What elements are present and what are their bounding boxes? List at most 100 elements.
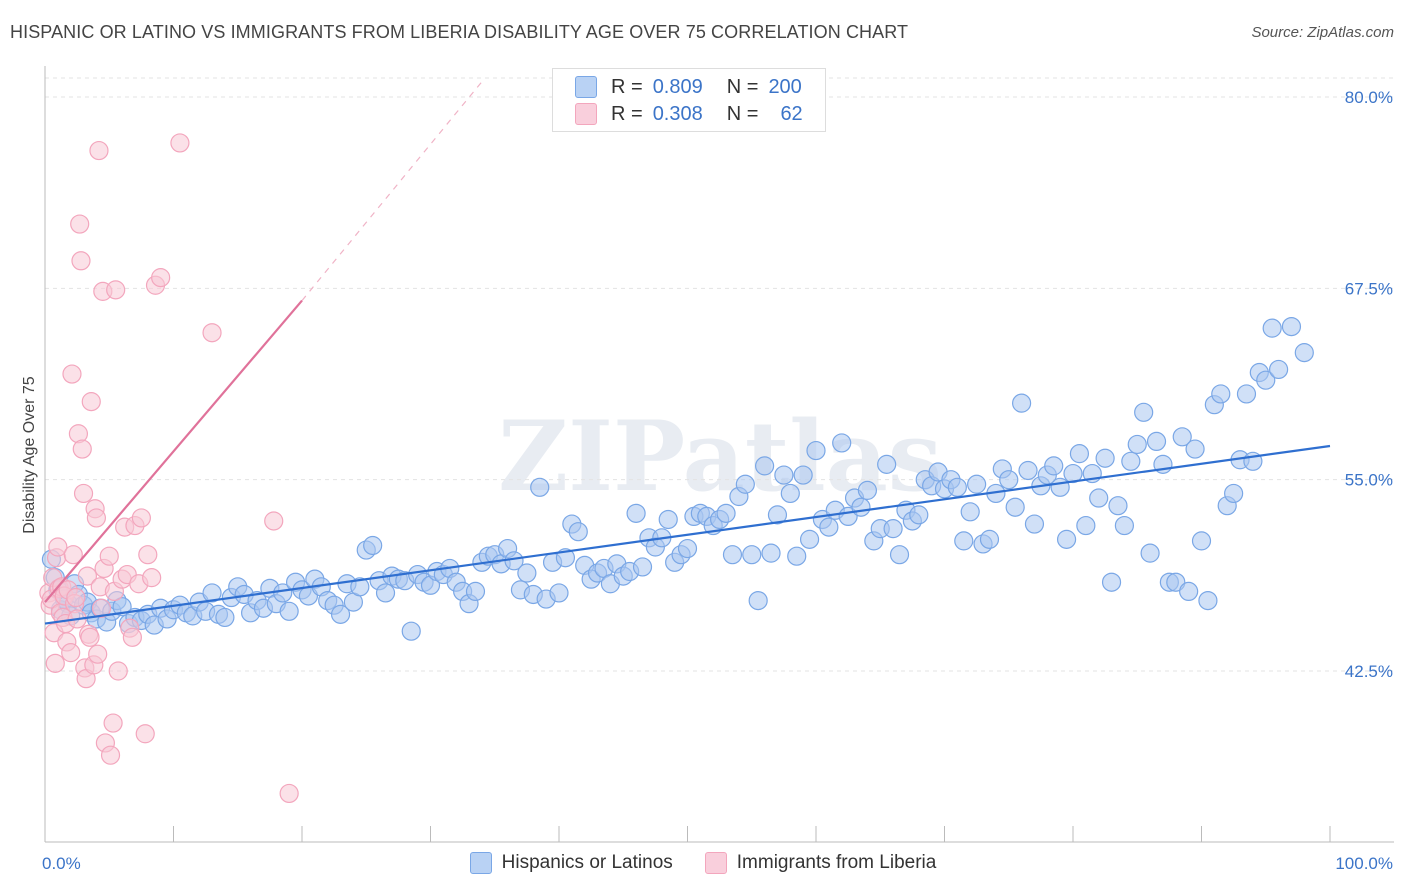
data-point-hispanic	[742, 545, 762, 565]
data-point-liberia	[89, 140, 109, 161]
data-point-hispanic	[1050, 477, 1070, 497]
trend-line-liberia-extension	[301, 81, 483, 301]
data-point-hispanic	[947, 477, 967, 497]
data-point-liberia	[122, 627, 142, 647]
data-point-hispanic	[1011, 393, 1032, 413]
data-point-liberia	[66, 587, 86, 608]
data-point-hispanic	[806, 440, 826, 461]
legend-r-label: R =	[611, 102, 643, 125]
data-point-hispanic	[954, 531, 974, 551]
data-point-hispanic	[530, 477, 550, 497]
data-point-hispanic	[909, 505, 929, 525]
data-point-liberia	[70, 214, 90, 234]
data-point-hispanic	[465, 581, 486, 602]
trend-line-liberia	[44, 299, 303, 603]
data-point-liberia	[71, 251, 91, 271]
legend-swatch-blue	[469, 852, 492, 874]
series-legend: Hispanics or Latinos Immigrants from Lib…	[0, 852, 1406, 874]
data-point-liberia	[45, 653, 65, 673]
y-tick-label: 42.5%	[1345, 662, 1393, 681]
data-point-hispanic	[375, 583, 396, 603]
data-point-liberia	[106, 280, 126, 300]
data-point-hispanic	[1108, 496, 1128, 516]
data-point-liberia	[131, 508, 151, 528]
data-point-hispanic	[1179, 581, 1199, 602]
data-point-liberia	[99, 546, 119, 566]
data-point-hispanic	[1281, 317, 1302, 337]
data-point-hispanic	[883, 519, 903, 539]
data-point-hispanic	[350, 577, 370, 597]
legend-r-value: 0.809	[652, 75, 703, 98]
data-point-hispanic	[1044, 456, 1064, 476]
data-point-liberia	[62, 364, 82, 384]
data-point-hispanic	[1018, 460, 1038, 481]
data-point-hispanic	[517, 563, 537, 583]
chart-title: HISPANIC OR LATINO VS IMMIGRANTS FROM LI…	[10, 22, 909, 42]
data-point-liberia	[91, 598, 112, 618]
data-point-hispanic	[1262, 318, 1282, 338]
data-point-hispanic	[1268, 359, 1289, 380]
data-point-hispanic	[1198, 590, 1218, 611]
data-point-hispanic	[401, 621, 421, 641]
data-point-hispanic	[967, 474, 987, 494]
data-point-hispanic	[979, 529, 1000, 549]
data-point-liberia	[138, 545, 158, 565]
data-point-hispanic	[1005, 497, 1025, 517]
data-point-liberia	[170, 133, 190, 153]
data-point-hispanic	[549, 583, 569, 603]
data-point-hispanic	[1140, 543, 1160, 563]
data-point-hispanic	[1134, 402, 1154, 422]
legend-n-value: 200	[768, 75, 802, 98]
data-point-hispanic	[774, 465, 794, 485]
watermark: ZIPatlas	[498, 400, 942, 513]
legend-item-label: Immigrants from Liberia	[736, 852, 937, 873]
data-point-liberia	[81, 392, 101, 412]
data-point-hispanic	[960, 502, 980, 522]
data-point-liberia	[279, 783, 299, 804]
legend-swatch-blue	[575, 76, 597, 98]
data-point-hispanic	[722, 545, 743, 565]
legend-n-label: N =	[726, 102, 759, 125]
data-point-hispanic	[819, 517, 839, 537]
legend-item-liberia[interactable]: Immigrants from Liberia	[704, 852, 937, 874]
data-point-hispanic	[1076, 515, 1096, 536]
data-point-hispanic	[754, 456, 775, 476]
data-point-hispanic	[851, 497, 871, 517]
data-point-hispanic	[1114, 515, 1135, 536]
data-point-hispanic	[1069, 444, 1090, 464]
data-point-hispanic	[1224, 483, 1244, 504]
data-point-liberia	[48, 537, 68, 557]
data-point-liberia	[142, 568, 162, 588]
data-point-hispanic	[1095, 448, 1115, 468]
data-point-hispanic	[363, 535, 383, 556]
legend-item-hispanics[interactable]: Hispanics or Latinos	[469, 852, 673, 874]
data-point-hispanic	[857, 480, 878, 500]
data-point-liberia	[103, 713, 123, 733]
legend-n-label: N =	[726, 75, 759, 98]
y-tick-label: 80.0%	[1345, 88, 1393, 107]
data-point-hispanic	[877, 454, 897, 474]
legend-swatch-pink	[704, 852, 727, 874]
y-tick-label: 55.0%	[1345, 471, 1393, 490]
data-point-hispanic	[1191, 531, 1212, 551]
x-tick-label: 0.0%	[42, 854, 81, 873]
data-point-hispanic	[202, 583, 222, 603]
legend-swatch-pink	[575, 103, 597, 125]
data-point-hispanic	[1294, 343, 1314, 363]
x-tick-label: 100.0%	[1335, 854, 1393, 873]
data-point-hispanic	[1101, 572, 1122, 592]
data-point-hispanic	[658, 509, 678, 530]
trend-line-hispanic	[44, 444, 1331, 625]
data-point-hispanic	[677, 538, 698, 559]
data-point-hispanic	[1024, 514, 1045, 534]
data-point-hispanic	[1172, 427, 1192, 447]
legend-row-liberia: R = 0.308 N = 62	[575, 102, 803, 126]
data-point-hispanic	[735, 474, 755, 494]
data-point-hispanic	[780, 483, 800, 504]
data-point-liberia	[80, 627, 100, 647]
data-point-liberia	[100, 745, 121, 765]
data-point-hispanic	[716, 503, 736, 523]
source-label: Source: ZipAtlas.com	[1251, 24, 1394, 41]
legend-r-value: 0.308	[652, 102, 703, 125]
data-point-hispanic	[1056, 529, 1077, 549]
